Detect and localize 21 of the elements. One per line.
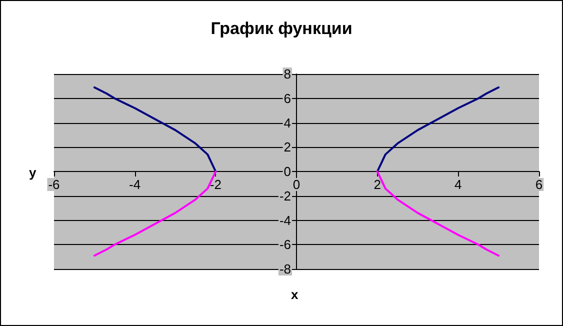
x-tick-label: 2 [374, 177, 381, 192]
y-tick-label: 8 [284, 66, 291, 82]
line-series [93, 86, 217, 172]
x-tick-label: -2 [210, 177, 222, 192]
y-tick-label: 0 [284, 164, 291, 179]
y-tick-label: 6 [284, 90, 291, 106]
y-tick-label: 4 [284, 115, 291, 130]
y-tick-label: 2 [284, 140, 291, 155]
x-tick-label: -6 [48, 177, 60, 192]
chart-title: График функции [210, 19, 352, 38]
y-tick-label: -2 [279, 188, 291, 204]
line-series [376, 170, 500, 257]
line-series [376, 86, 500, 172]
y-axis-title: y [29, 165, 37, 180]
y-tick-label: -6 [279, 237, 291, 252]
y-tick-label: -4 [279, 212, 291, 228]
x-axis-title: x [291, 287, 299, 302]
x-tick-label: 4 [454, 177, 462, 192]
x-tick-label: 6 [535, 177, 543, 192]
y-tick-label: -8 [279, 262, 291, 276]
x-tick-label: -4 [129, 177, 141, 192]
